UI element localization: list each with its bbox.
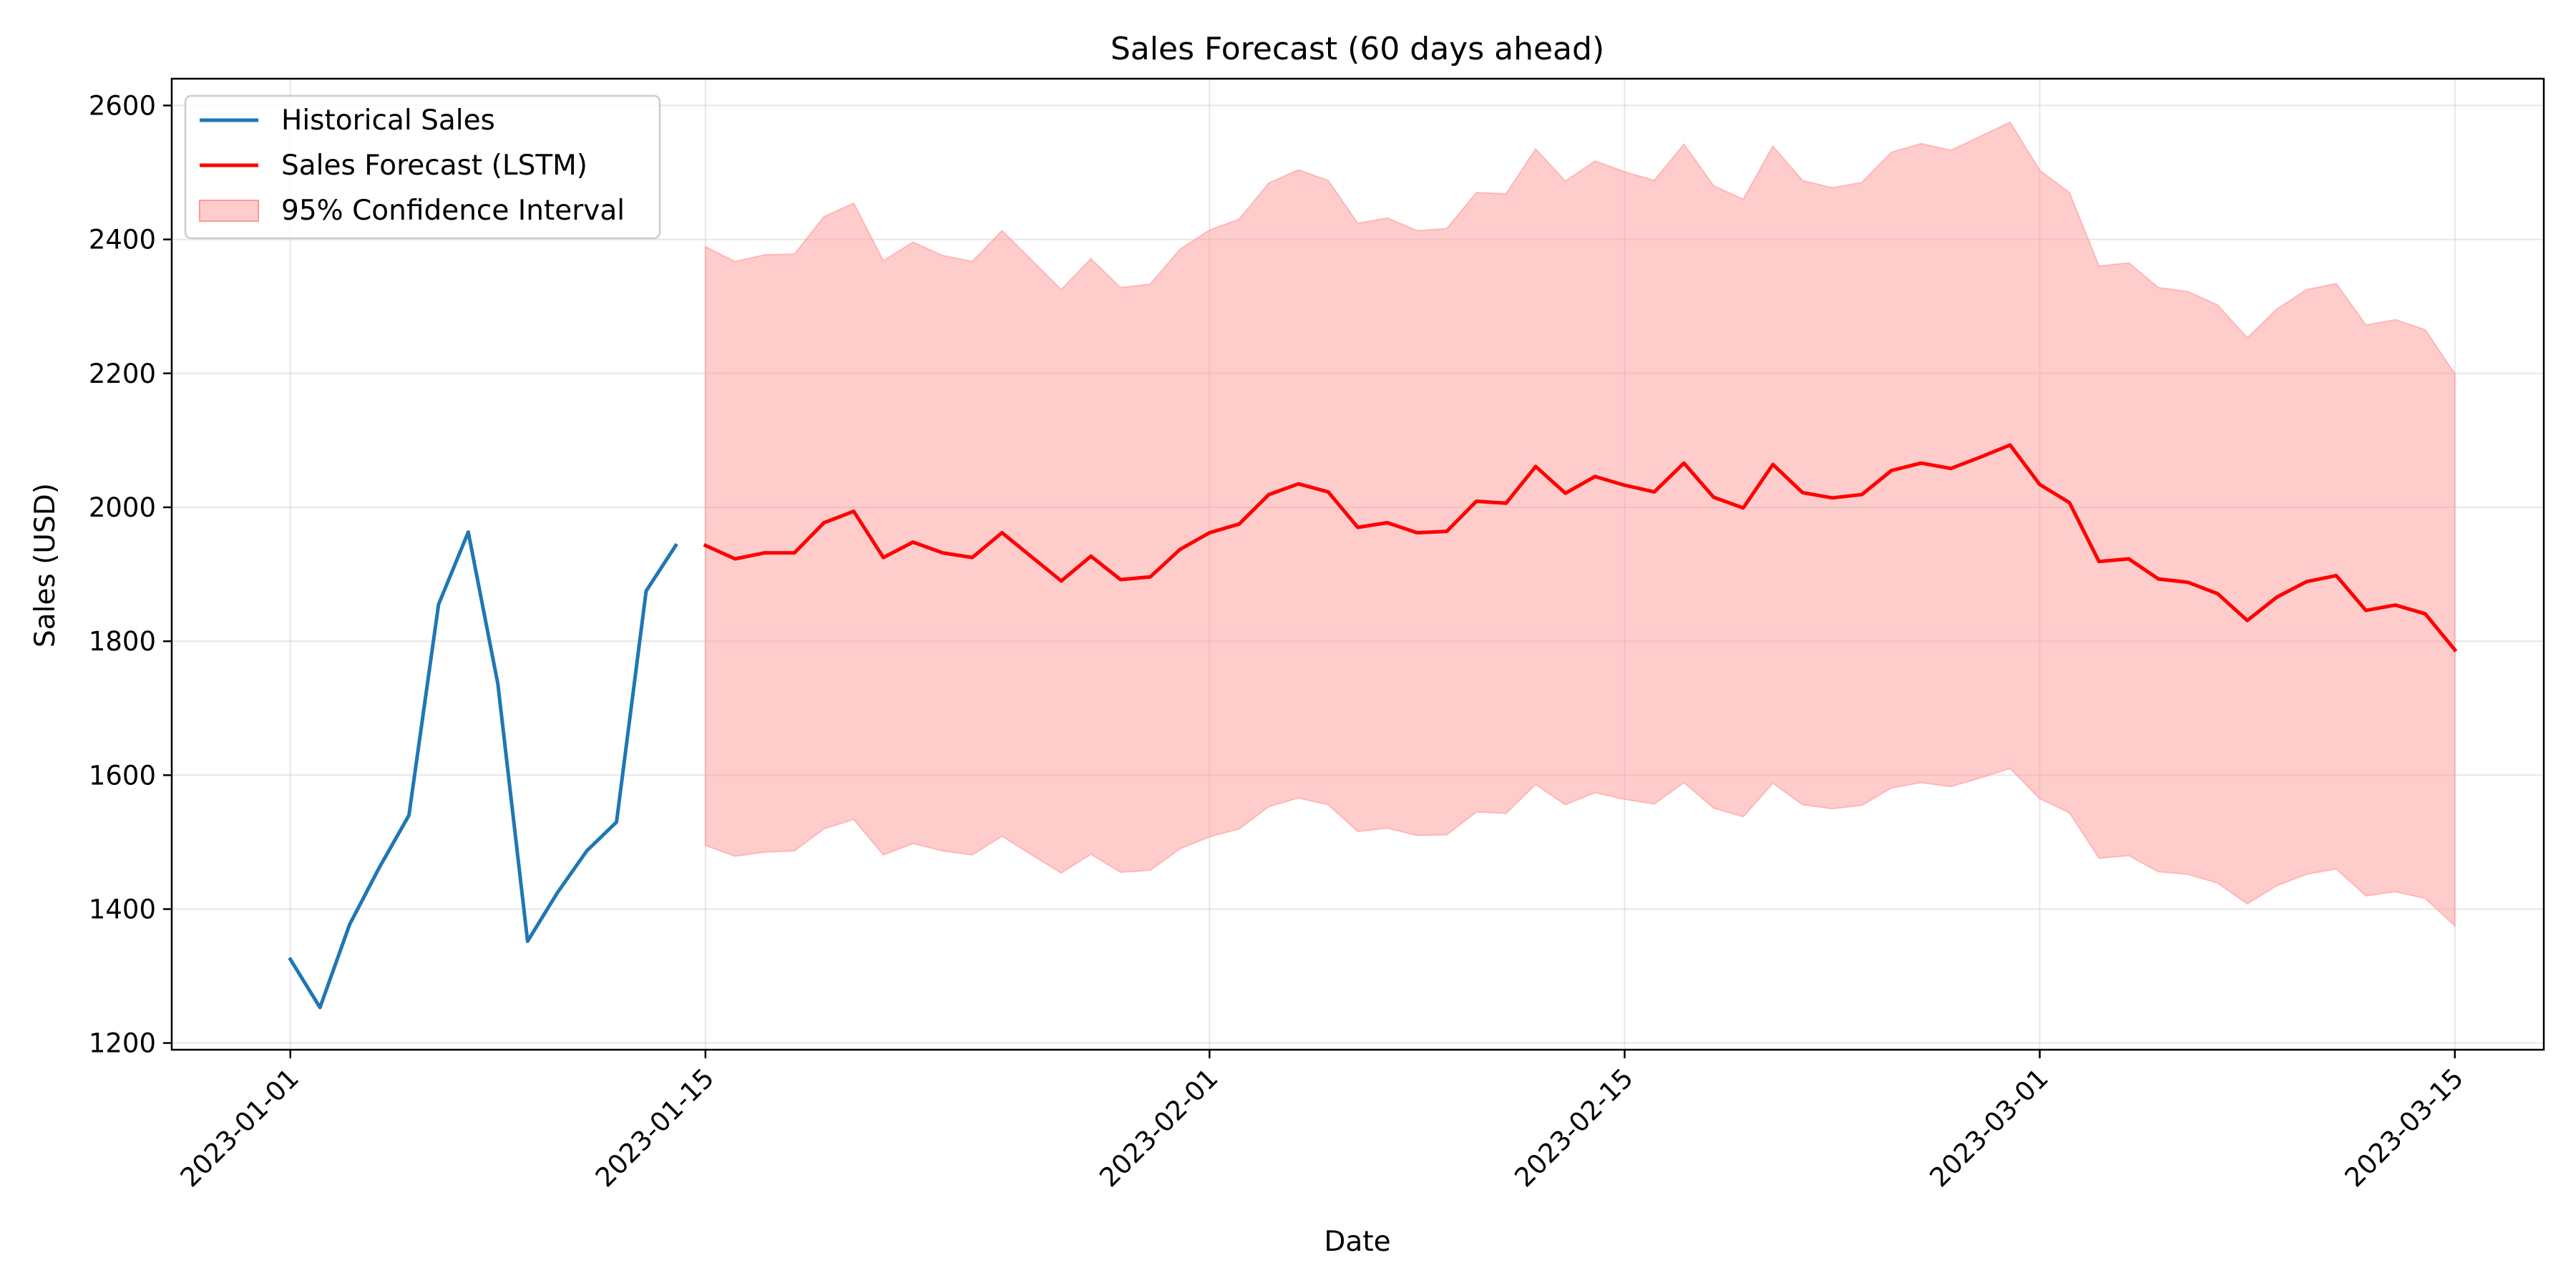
y-axis-label: Sales (USD) [29, 483, 62, 648]
y-tick-label: 2600 [89, 90, 156, 121]
x-axis-label: Date [1324, 1226, 1390, 1258]
y-tick-label: 2400 [89, 225, 156, 255]
y-tick-label: 2200 [89, 358, 156, 389]
legend-forecast-label: Sales Forecast (LSTM) [281, 150, 587, 182]
forecast-line [703, 443, 2458, 653]
legend-historical-label: Historical Sales [281, 104, 495, 137]
series-lines [288, 443, 2458, 1010]
plot-frame [170, 77, 2545, 1051]
historical-sales-line [288, 530, 678, 1010]
legend: Historical Sales Sales Forecast (LSTM) 9… [184, 94, 661, 240]
confidence-interval-band [704, 121, 2456, 928]
y-tick-label: 1400 [89, 894, 156, 924]
chart-title: Sales Forecast (60 days ahead) [1111, 31, 1604, 67]
y-tick-label: 2000 [89, 492, 156, 523]
legend-interval-swatch [199, 200, 259, 222]
y-tick-label: 1200 [89, 1028, 156, 1059]
confidence-interval-area [704, 121, 2456, 928]
y-tick-label: 1600 [89, 760, 156, 791]
legend-interval-label: 95% Confidence Interval [281, 195, 625, 227]
legend-frame [184, 94, 661, 240]
y-tick-label: 1800 [89, 626, 156, 657]
